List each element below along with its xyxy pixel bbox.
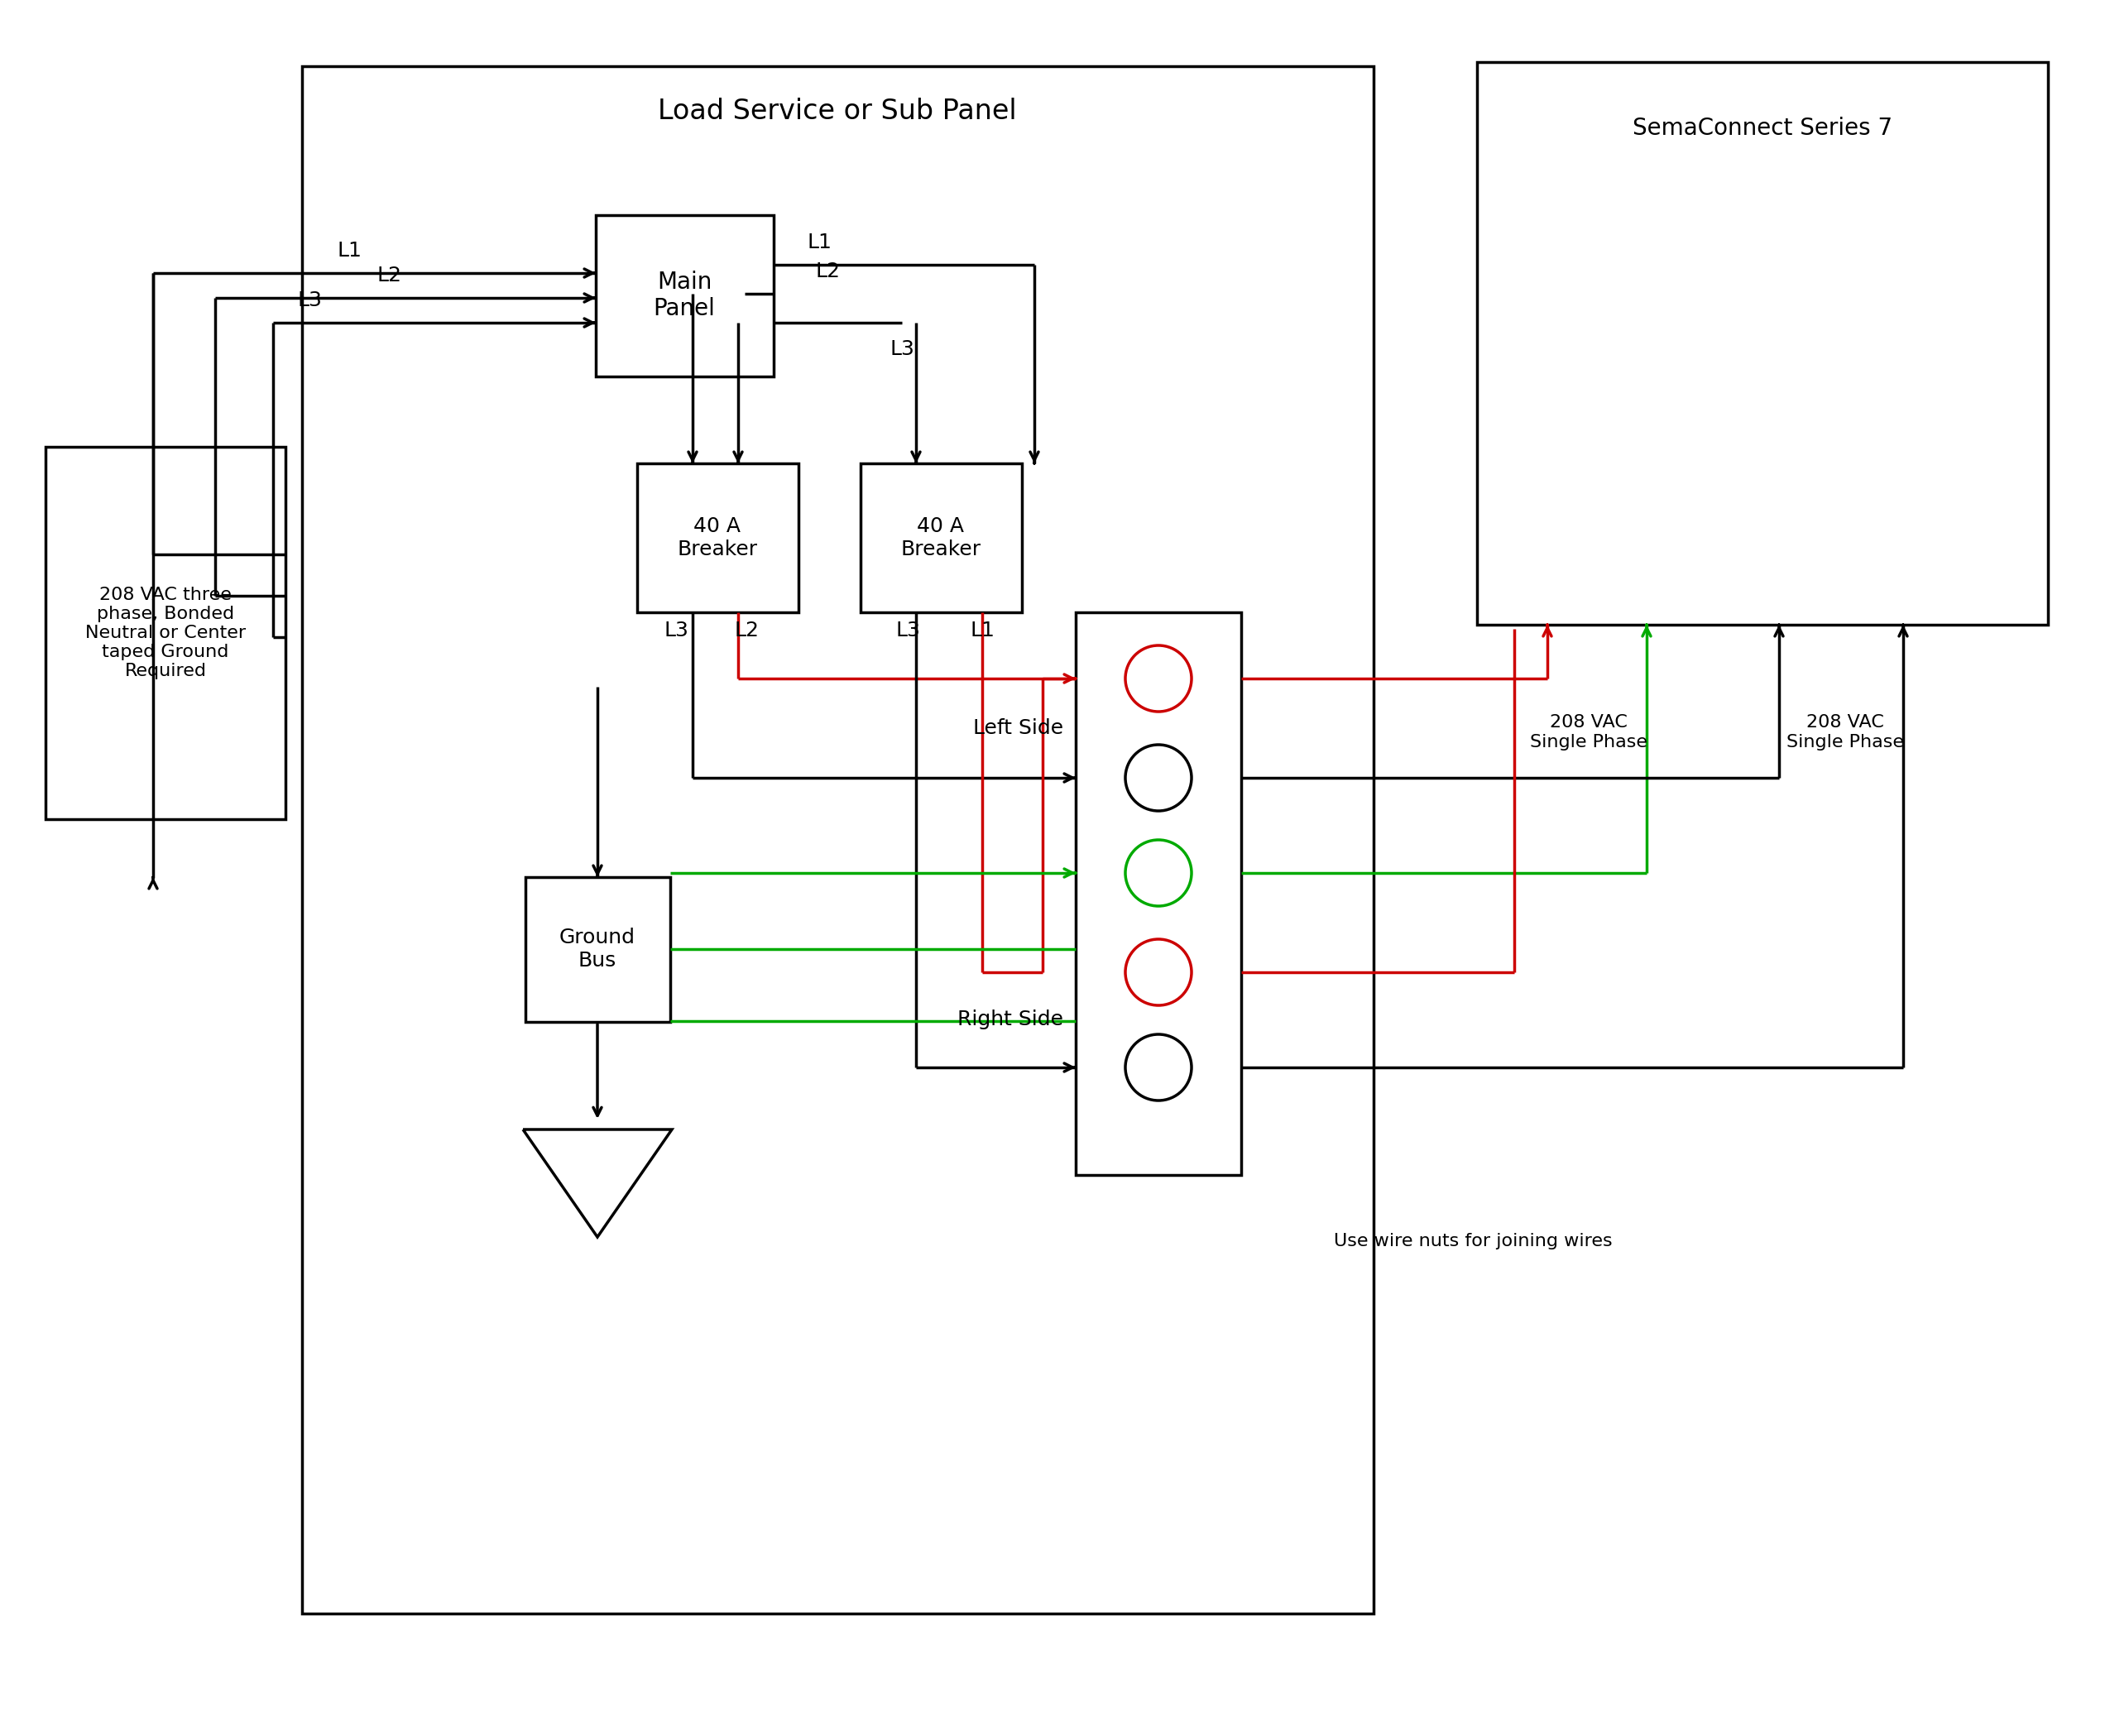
Bar — [861, 464, 1021, 613]
Text: L3: L3 — [665, 620, 688, 641]
Text: L1: L1 — [806, 233, 831, 252]
Text: L3: L3 — [298, 290, 323, 311]
Text: L1: L1 — [338, 241, 361, 260]
Bar — [1076, 613, 1241, 1175]
Text: L3: L3 — [895, 620, 920, 641]
Bar — [46, 446, 285, 819]
Text: L2: L2 — [734, 620, 760, 641]
Bar — [302, 66, 1374, 1613]
Circle shape — [1125, 646, 1192, 712]
Circle shape — [1125, 939, 1192, 1005]
Text: 208 VAC
Single Phase: 208 VAC Single Phase — [1530, 715, 1648, 750]
Text: 208 VAC
Single Phase: 208 VAC Single Phase — [1787, 715, 1903, 750]
Text: L1: L1 — [971, 620, 994, 641]
Text: Use wire nuts for joining wires: Use wire nuts for joining wires — [1334, 1233, 1612, 1250]
Text: 40 A
Breaker: 40 A Breaker — [677, 516, 757, 559]
Bar — [637, 464, 798, 613]
Text: Left Side: Left Side — [973, 719, 1063, 738]
Text: Right Side: Right Side — [958, 1010, 1063, 1029]
Text: Ground
Bus: Ground Bus — [559, 927, 635, 970]
Circle shape — [1125, 745, 1192, 811]
Bar — [595, 215, 774, 377]
Text: Main
Panel: Main Panel — [654, 271, 715, 321]
Bar — [525, 877, 671, 1023]
Text: L2: L2 — [376, 266, 401, 285]
Bar — [1477, 62, 2049, 625]
Text: 208 VAC three
phase, Bonded
Neutral or Center
taped Ground
Required: 208 VAC three phase, Bonded Neutral or C… — [84, 587, 245, 681]
Text: SemaConnect Series 7: SemaConnect Series 7 — [1633, 116, 1893, 141]
Text: Load Service or Sub Panel: Load Service or Sub Panel — [658, 97, 1017, 125]
Text: L2: L2 — [814, 262, 840, 281]
Circle shape — [1125, 1035, 1192, 1101]
Text: L3: L3 — [890, 339, 914, 359]
Text: 40 A
Breaker: 40 A Breaker — [901, 516, 981, 559]
Circle shape — [1125, 840, 1192, 906]
